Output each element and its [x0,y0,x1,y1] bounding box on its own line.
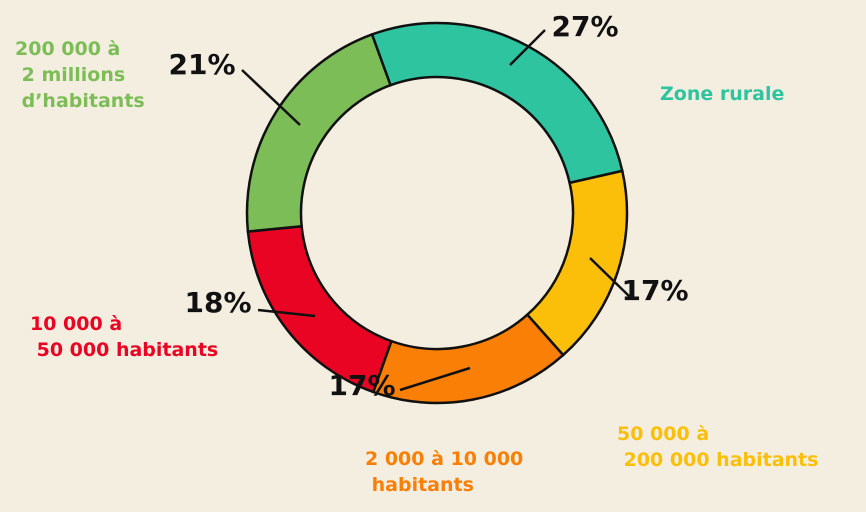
category-label: Zone rurale [660,83,784,105]
category-label: 200 000 à 2 millions d’habitants [15,38,145,112]
category-label: 2 000 à 10 000 habitants [365,448,523,496]
slice [246,224,393,394]
value-label: 17% [328,369,395,402]
leader-line [509,29,546,66]
slice [370,21,624,185]
value-label: 17% [621,274,688,307]
leader-line [257,308,316,318]
category-label: 50 000 à 200 000 habitants [617,423,818,471]
leader-line [399,366,471,392]
slice [525,169,629,357]
category-label: 10 000 à 50 000 habitants [30,313,218,361]
value-label: 27% [551,10,618,43]
slice [245,32,393,233]
value-label: 21% [168,48,235,81]
value-label: 18% [184,286,251,319]
leader-line [589,257,631,298]
leader-line [241,69,301,126]
